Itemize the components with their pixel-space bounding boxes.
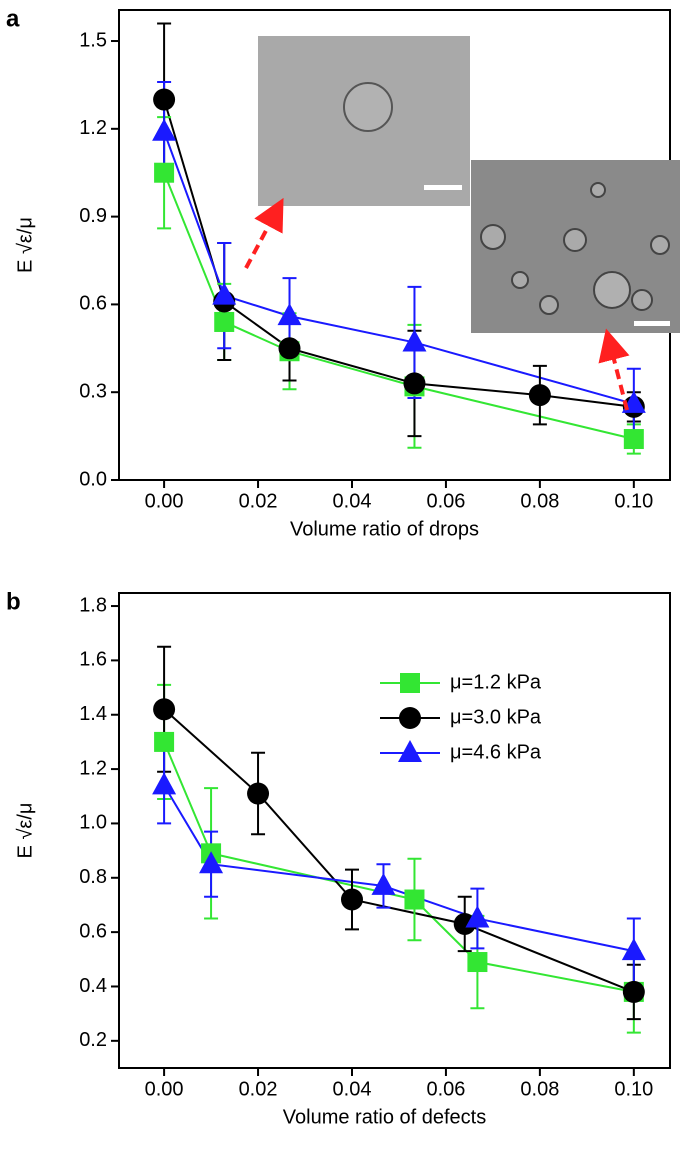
x-tick-label: 0.02 [239,1078,278,1100]
y-tick-label: 0.8 [79,866,107,888]
plot: b 0.00 0.02 0.04 0.06 0.08 0.10 0.2 0.4 0.6 0.8 1.0… [6,588,671,1128]
y-tick-label: 1.4 [79,703,107,725]
marker [622,980,645,1003]
x-tick-label: 0.08 [520,490,559,512]
marker [528,384,551,407]
y-tick-label: 0.6 [79,293,107,315]
y-tick-label: 1.5 [79,29,107,51]
series-line [163,708,635,993]
marker [623,429,644,450]
marker [247,782,270,805]
y-tick-label: 0.6 [79,920,107,942]
legend-label: μ=3.0 kPa [450,706,542,728]
y-tick-label: 0.9 [79,205,107,227]
marker [278,337,301,360]
marker [153,88,176,111]
marker [153,698,176,721]
marker [277,303,302,326]
marker [199,851,224,874]
y-tick-label: 1.2 [79,757,107,779]
x-tick-label: 0.02 [239,490,278,512]
inset-image [471,160,680,333]
arrow [598,328,630,411]
panel-label: a [6,5,20,32]
y-tick-label: 1.2 [79,117,107,139]
x-tick-label: 0.04 [333,490,372,512]
x-tick-label: 0.06 [426,490,465,512]
marker [152,118,177,141]
marker [403,372,426,395]
marker [212,282,237,305]
y-tick-label: 0.4 [79,975,107,997]
marker [402,329,427,352]
x-tick-label: 0.10 [614,1078,653,1100]
y-axis-label: E √ε/μ [14,803,36,859]
legend-label: μ=1.2 kPa [450,671,542,693]
marker [467,952,488,973]
x-tick-label: 0.00 [145,490,184,512]
x-tick-label: 0.04 [333,1078,372,1100]
inset-image [258,36,470,206]
marker [152,772,177,795]
marker [340,888,363,911]
marker [621,938,646,961]
x-tick-label: 0.06 [426,1078,465,1100]
plot: a 0.00 0.02 0.04 0.06 0.08 0.10 0.0 0.3 0.6 0.9 1.2… [6,5,671,540]
y-tick-label: 0.0 [79,468,107,490]
y-tick-label: 1.8 [79,594,107,616]
series-line [163,784,635,953]
y-tick-label: 0.2 [79,1029,107,1051]
y-tick-label: 1.0 [79,812,107,834]
marker [214,311,235,332]
x-axis-label: Volume ratio of drops [290,518,479,540]
marker [154,162,175,183]
x-tick-label: 0.10 [614,490,653,512]
x-axis-label: Volume ratio of defects [283,1106,486,1128]
y-tick-label: 1.6 [79,649,107,671]
legend-label: μ=4.6 kPa [450,741,542,763]
marker [154,731,175,752]
y-tick-label: 0.3 [79,380,107,402]
marker [453,912,476,935]
marker [398,740,422,762]
marker [371,872,396,895]
marker [399,707,421,729]
x-tick-label: 0.08 [520,1078,559,1100]
marker [465,905,490,928]
y-axis-label: E √ε/μ [14,217,36,273]
panel-label: b [6,588,21,615]
plot-frame [118,592,671,1069]
marker [400,673,420,693]
marker [404,889,425,910]
arrow [244,197,284,269]
x-tick-label: 0.00 [145,1078,184,1100]
